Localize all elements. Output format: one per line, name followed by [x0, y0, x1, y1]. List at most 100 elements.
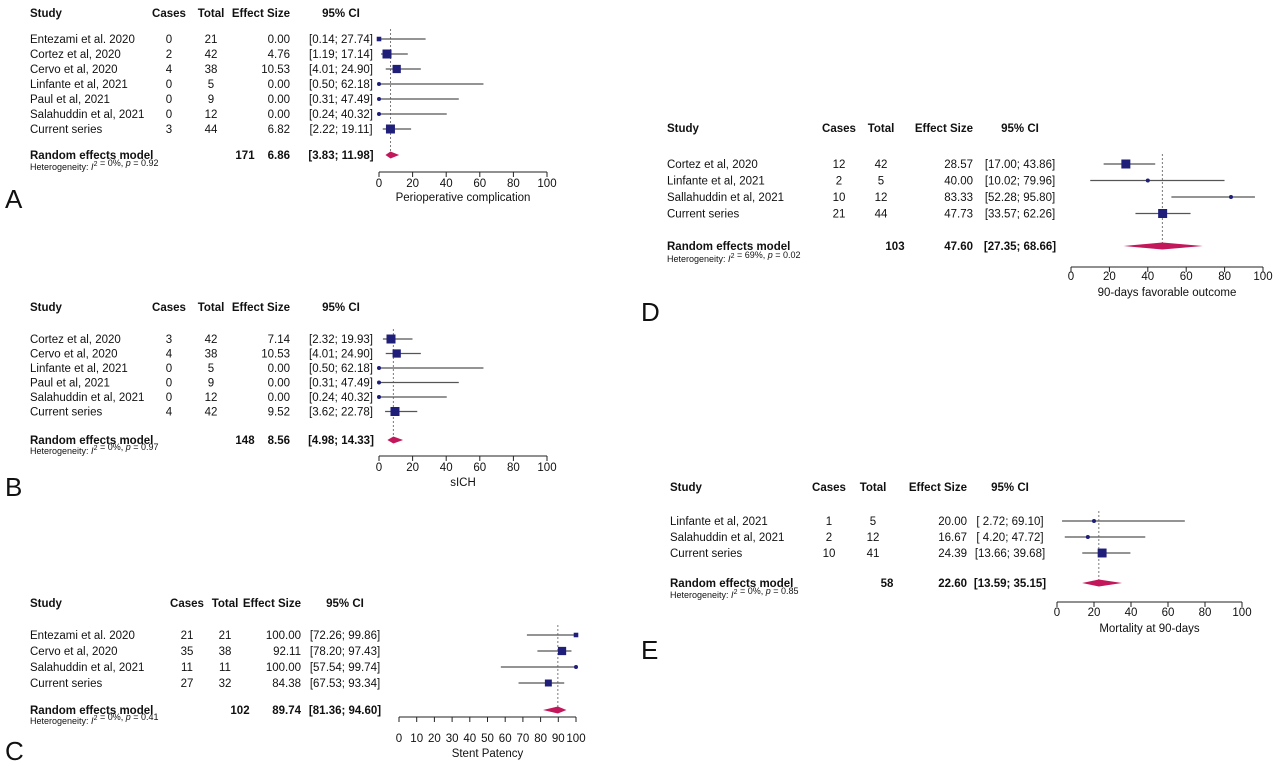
heterogeneity-i2: I — [91, 446, 94, 456]
study-ci: [67.53; 93.34] — [310, 678, 380, 690]
point-estimate-marker — [574, 665, 578, 669]
study-total: 38 — [205, 349, 218, 361]
x-tick-label: 30 — [446, 733, 459, 745]
model-effect-size: 6.86 — [268, 150, 290, 162]
study-ci: [2.22; 19.11] — [309, 124, 372, 136]
study-name: Paul et al, 2021 — [30, 94, 110, 106]
study-row: Linfante et al, 2021 2 5 40.00 [10.02; 79.96… — [667, 176, 1225, 188]
study-ci: [17.00; 43.86] — [985, 159, 1055, 171]
study-total: 12 — [205, 392, 218, 404]
x-tick-label: 40 — [440, 178, 453, 190]
x-tick-label: 0 — [1068, 271, 1074, 283]
study-cases: 27 — [181, 678, 194, 690]
point-estimate-marker — [382, 49, 392, 59]
study-name: Current series — [667, 209, 739, 221]
point-estimate-marker — [377, 82, 381, 86]
study-cases: 35 — [181, 646, 194, 658]
point-estimate-marker — [1158, 209, 1168, 218]
study-ci: [57.54; 99.74] — [310, 662, 380, 674]
heterogeneity-prefix: Heterogeneity: — [30, 162, 91, 172]
heterogeneity-text: Heterogeneity: I2 = 69%, p = 0.02 — [667, 250, 801, 264]
study-row: Linfante et al, 2021 0 5 0.00 [0.50; 62.18] — [30, 79, 484, 91]
study-effect-size: 0.00 — [268, 363, 290, 375]
study-total: 21 — [205, 34, 218, 46]
study-effect-size: 0.00 — [268, 392, 290, 404]
study-name: Cervo et al, 2020 — [30, 64, 118, 76]
study-ci: [0.24; 40.32] — [309, 392, 373, 404]
point-estimate-marker — [1097, 548, 1107, 558]
study-total: 5 — [878, 176, 884, 188]
point-estimate-marker — [573, 632, 579, 638]
x-axis-label: Mortality at 90-days — [1099, 623, 1200, 635]
model-label: Random effects model — [30, 150, 153, 162]
point-estimate-marker — [1085, 535, 1090, 539]
study-cases: 4 — [166, 349, 173, 361]
heterogeneity-superscript: 2 — [94, 161, 98, 168]
model-effect-size: 8.56 — [268, 435, 290, 447]
study-total: 42 — [875, 159, 888, 171]
point-estimate-marker — [377, 97, 381, 101]
study-cases: 4 — [166, 64, 173, 76]
study-name: Current series — [30, 678, 102, 690]
study-cases: 2 — [826, 532, 832, 544]
x-axis: 0 10 20 30 40 50 60 70 80 90 100 Stent Patency — [396, 716, 586, 760]
x-tick-label: 60 — [499, 733, 512, 745]
heterogeneity-rest: = 0%, — [97, 442, 125, 452]
heterogeneity-rest: = 0%, — [97, 712, 125, 722]
x-tick-label: 50 — [481, 733, 494, 745]
column-header: Effect Size — [909, 482, 967, 494]
point-estimate-marker — [376, 36, 382, 42]
study-total: 9 — [208, 94, 214, 106]
study-row: Current series 27 32 84.38 [67.53; 93.34] — [30, 678, 565, 690]
study-name: Salahuddin et al, 2021 — [30, 109, 144, 121]
study-cases: 1 — [826, 516, 832, 528]
column-header: 95% CI — [326, 598, 364, 610]
x-axis: 0 20 40 60 80 100 90-days favorable outcome — [1068, 266, 1273, 299]
point-estimate-marker — [544, 679, 552, 687]
study-cases: 21 — [181, 630, 194, 642]
panel-letter: E — [641, 635, 658, 665]
model-label: Random effects model — [667, 241, 790, 253]
column-header: Cases — [152, 8, 186, 20]
column-header: Cases — [822, 123, 856, 135]
study-name: Entezami et al. 2020 — [30, 630, 135, 642]
study-row: Current series 3 44 6.82 [2.22; 19.11] — [30, 124, 412, 136]
panel-letter: A — [5, 184, 23, 214]
study-ci: [0.50; 62.18] — [309, 79, 373, 91]
point-estimate-marker — [377, 395, 381, 399]
random-effects-model-row: Random effects model 103 47.60 [27.35; 68.6… — [667, 241, 1203, 253]
study-ci: [3.62; 22.78] — [309, 407, 373, 419]
model-effect-size: 47.60 — [944, 241, 973, 253]
x-tick-label: 20 — [406, 462, 419, 474]
x-tick-label: 60 — [1180, 271, 1193, 283]
study-ci: [ 4.20; 47.72] — [976, 532, 1043, 544]
study-row: Cervo et al, 2020 35 38 92.11 [78.20; 97.43] — [30, 646, 572, 658]
study-ci: [0.50; 62.18] — [309, 363, 373, 375]
random-effects-model-row: Random effects model 58 22.60 [13.59; 35.15… — [670, 578, 1123, 590]
column-header: Study — [667, 123, 700, 135]
study-name: Cervo et al, 2020 — [30, 646, 118, 658]
study-name: Entezami et al. 2020 — [30, 34, 135, 46]
column-header: Total — [868, 123, 895, 135]
heterogeneity-superscript: 2 — [94, 715, 98, 722]
study-total: 42 — [205, 49, 218, 61]
heterogeneity-text: Heterogeneity: I2 = 0%, p = 0.41 — [30, 712, 159, 726]
point-estimate-marker — [386, 334, 396, 344]
study-total: 44 — [205, 124, 218, 136]
study-name: Salahuddin et al, 2021 — [30, 662, 144, 674]
study-ci: [13.66; 39.68] — [975, 548, 1045, 560]
x-tick-label: 80 — [1218, 271, 1231, 283]
x-tick-label: 80 — [507, 462, 520, 474]
study-name: Current series — [30, 407, 102, 419]
study-effect-size: 16.67 — [938, 532, 967, 544]
study-name: Sallahuddin et al, 2021 — [667, 192, 784, 204]
study-name: Cortez et al, 2020 — [30, 49, 121, 61]
study-name: Linfante et al, 2021 — [30, 79, 128, 91]
summary-diamond — [1123, 242, 1203, 250]
model-label: Random effects model — [670, 578, 793, 590]
point-estimate-marker — [377, 366, 381, 370]
study-name: Linfante et al, 2021 — [30, 363, 128, 375]
x-axis: 0 20 40 60 80 100 Mortality at 90-days — [1054, 601, 1252, 635]
x-tick-label: 80 — [507, 178, 520, 190]
